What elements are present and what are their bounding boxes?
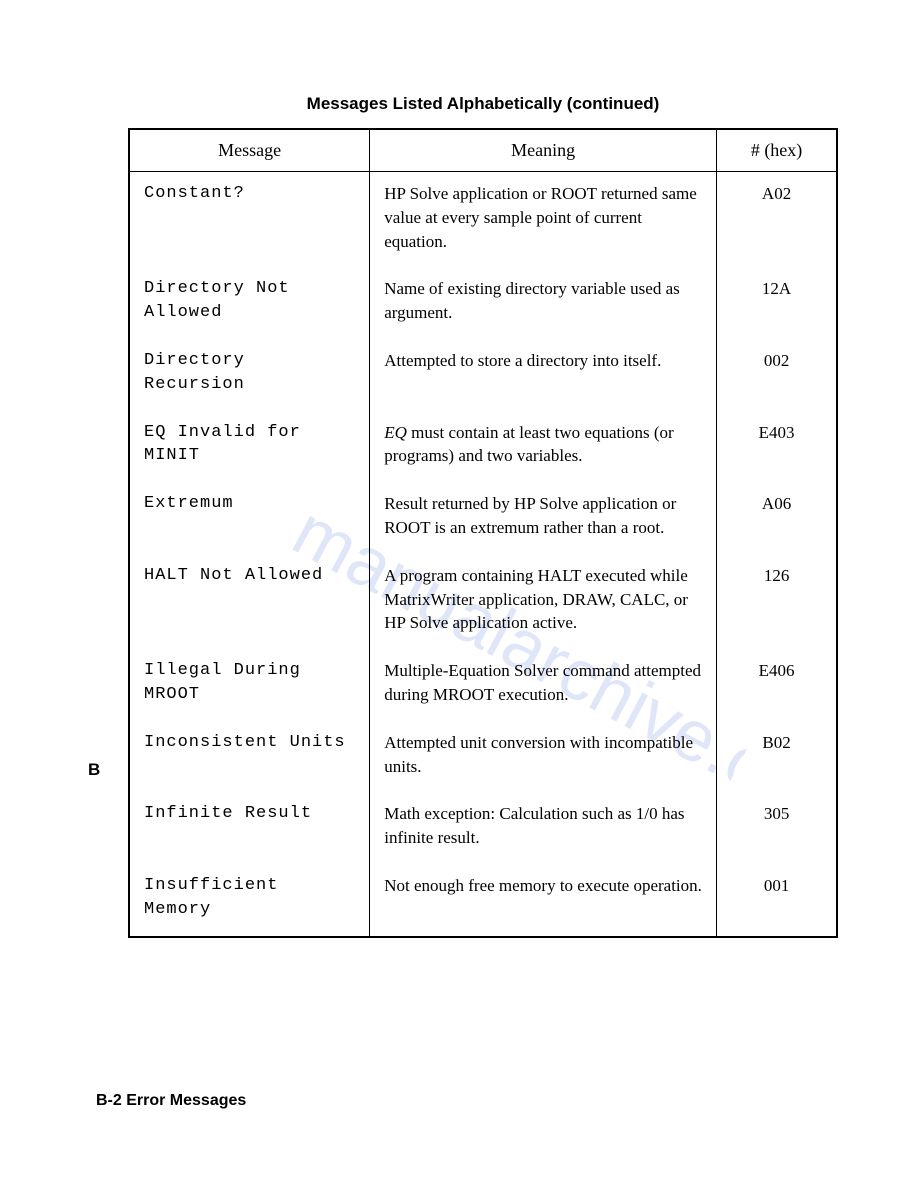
table-row: Insufficient MemoryNot enough free memor… xyxy=(129,864,837,937)
cell-hex: 126 xyxy=(717,554,837,649)
cell-hex: 001 xyxy=(717,864,837,937)
cell-meaning: Attempted to store a directory into itse… xyxy=(370,339,717,411)
table-row: Directory RecursionAttempted to store a … xyxy=(129,339,837,411)
cell-meaning: Attempted unit conversion with incompati… xyxy=(370,721,717,793)
cell-hex: 305 xyxy=(717,792,837,864)
header-hex: # (hex) xyxy=(717,129,837,172)
table-row: Constant?HP Solve application or ROOT re… xyxy=(129,172,837,268)
header-meaning: Meaning xyxy=(370,129,717,172)
table-row: EQ Invalid for MINITEQ must contain at l… xyxy=(129,411,837,483)
cell-hex: 12A xyxy=(717,267,837,339)
table-row: ExtremumResult returned by HP Solve appl… xyxy=(129,482,837,554)
cell-meaning: HP Solve application or ROOT returned sa… xyxy=(370,172,717,268)
cell-hex: B02 xyxy=(717,721,837,793)
cell-message: HALT Not Allowed xyxy=(129,554,370,649)
table-row: Inconsistent UnitsAttempted unit convers… xyxy=(129,721,837,793)
table-header-row: Message Meaning # (hex) xyxy=(129,129,837,172)
cell-hex: E406 xyxy=(717,649,837,721)
cell-meaning: Multiple-Equation Solver command attempt… xyxy=(370,649,717,721)
cell-meaning: A program containing HALT executed while… xyxy=(370,554,717,649)
cell-meaning: Math exception: Calculation such as 1/0 … xyxy=(370,792,717,864)
cell-message: Constant? xyxy=(129,172,370,268)
cell-message: Illegal During MROOT xyxy=(129,649,370,721)
cell-meaning: Not enough free memory to execute operat… xyxy=(370,864,717,937)
table-row: HALT Not AllowedA program containing HAL… xyxy=(129,554,837,649)
table-row: Infinite ResultMath exception: Calculati… xyxy=(129,792,837,864)
table-body: Constant?HP Solve application or ROOT re… xyxy=(129,172,837,937)
section-marker: B xyxy=(88,760,100,780)
header-message: Message xyxy=(129,129,370,172)
cell-message: Directory Recursion xyxy=(129,339,370,411)
page-footer: B-2 Error Messages xyxy=(96,1092,246,1110)
cell-message: Inconsistent Units xyxy=(129,721,370,793)
cell-meaning: Result returned by HP Solve application … xyxy=(370,482,717,554)
table-row: Illegal During MROOTMultiple-Equation So… xyxy=(129,649,837,721)
cell-hex: E403 xyxy=(717,411,837,483)
cell-meaning: EQ must contain at least two equations (… xyxy=(370,411,717,483)
messages-table: Message Meaning # (hex) Constant?HP Solv… xyxy=(128,128,838,938)
cell-message: Insufficient Memory xyxy=(129,864,370,937)
cell-meaning: Name of existing directory variable used… xyxy=(370,267,717,339)
cell-message: Infinite Result xyxy=(129,792,370,864)
cell-hex: A06 xyxy=(717,482,837,554)
table-title: Messages Listed Alphabetically (continue… xyxy=(128,94,838,114)
table-row: Directory Not AllowedName of existing di… xyxy=(129,267,837,339)
page-container: Messages Listed Alphabetically (continue… xyxy=(0,0,918,998)
cell-message: EQ Invalid for MINIT xyxy=(129,411,370,483)
cell-message: Directory Not Allowed xyxy=(129,267,370,339)
cell-hex: 002 xyxy=(717,339,837,411)
cell-message: Extremum xyxy=(129,482,370,554)
cell-hex: A02 xyxy=(717,172,837,268)
